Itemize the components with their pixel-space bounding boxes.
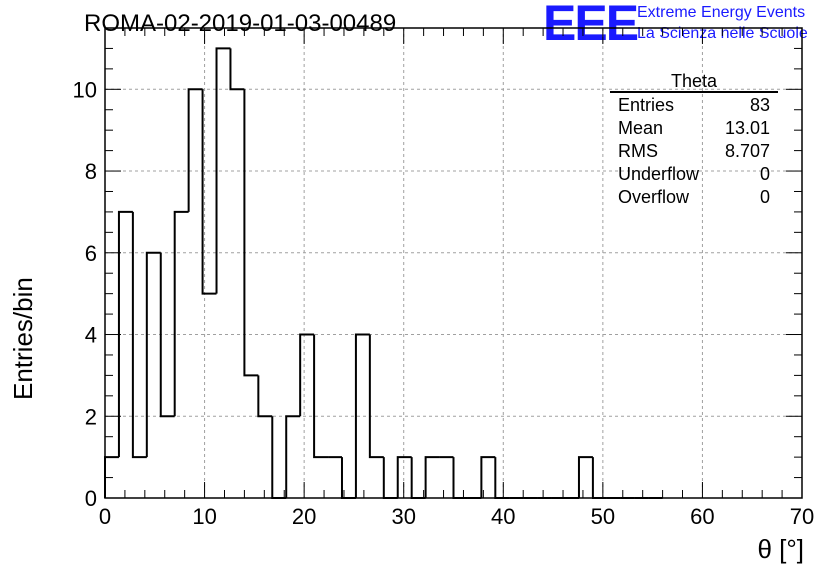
stats-label: RMS (618, 141, 658, 161)
x-tick-label: 50 (591, 504, 615, 529)
histogram-bin (452, 457, 468, 499)
stats-row: Mean 13.01 (610, 116, 778, 139)
stats-row: Entries 83 (610, 93, 778, 116)
stats-value: 8.707 (724, 141, 770, 161)
stats-value: 0 (759, 164, 770, 184)
stats-label: Entries (618, 95, 675, 115)
stats-row: Overflow 0 (610, 185, 778, 208)
y-axis-label: Entries/bin (8, 277, 38, 400)
x-tick-label: 10 (192, 504, 216, 529)
histogram-bin (591, 457, 607, 499)
x-tick-label: 20 (292, 504, 316, 529)
histogram-bin (480, 456, 496, 498)
x-tick-label: 70 (790, 504, 814, 529)
histogram-bin (313, 334, 329, 459)
x-tick-label: 60 (690, 504, 714, 529)
histogram-bin (229, 48, 245, 91)
histogram-bin (396, 456, 412, 498)
eee-logo: EEE (543, 0, 639, 51)
histogram-bin (159, 252, 175, 418)
stats-value: 13.01 (724, 118, 770, 138)
histogram-bin (577, 456, 593, 498)
histogram-bin (424, 456, 440, 498)
histogram-bin (215, 47, 231, 294)
x-tick-label: 0 (99, 504, 111, 529)
histogram-bin (285, 415, 301, 498)
histogram-bin (201, 89, 217, 295)
histogram-bin (354, 333, 370, 498)
y-tick-label: 10 (73, 77, 97, 102)
stats-value: 83 (749, 95, 770, 115)
histogram-bin (187, 88, 203, 212)
y-tick-label: 0 (85, 486, 97, 511)
histogram-bin (382, 457, 398, 499)
stats-row: RMS 8.707 (610, 139, 778, 162)
stats-title: Theta (610, 70, 778, 93)
histogram-bin (494, 457, 510, 499)
stats-box: Theta Entries 83 Mean 13.01 RMS 8.707 Un… (610, 70, 778, 208)
logo-caption-line1: Extreme Energy Events (637, 4, 806, 21)
histogram-bin (104, 456, 119, 498)
histogram-bin (410, 457, 426, 499)
histogram-bin (299, 333, 315, 417)
x-tick-label: 40 (491, 504, 515, 529)
histogram-bin (271, 416, 287, 499)
histogram-bin (243, 89, 259, 377)
y-tick-label: 8 (85, 159, 97, 184)
stats-label: Overflow (618, 187, 690, 207)
stats-row: Underflow 0 (610, 162, 778, 185)
stats-value: 0 (759, 187, 770, 207)
histogram-bin (257, 375, 273, 418)
x-axis-label: θ [°] (757, 534, 804, 564)
y-tick-label: 6 (85, 241, 97, 266)
histogram-bin (173, 210, 189, 417)
y-tick-label: 4 (85, 323, 97, 348)
stats-label: Underflow (618, 164, 700, 184)
histogram-bin (145, 251, 161, 458)
stats-label: Mean (618, 118, 664, 138)
histogram-bin (131, 211, 147, 459)
y-tick-label: 2 (85, 404, 97, 429)
histogram-bin (340, 457, 356, 499)
histogram-bin (117, 210, 133, 458)
histogram-bin (368, 334, 384, 459)
x-tick-label: 30 (391, 504, 415, 529)
